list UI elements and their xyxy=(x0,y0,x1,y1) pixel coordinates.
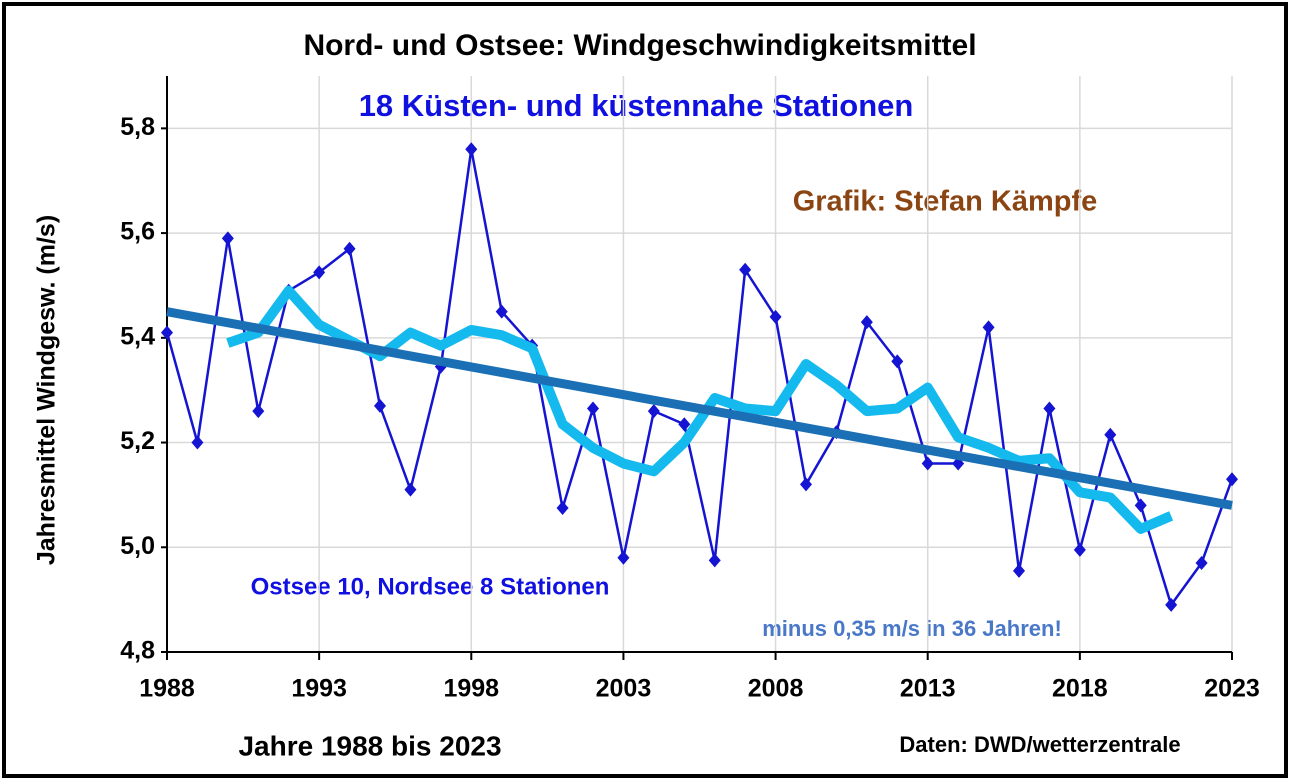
data-line xyxy=(165,148,1234,607)
x-tick-label: 2008 xyxy=(748,675,804,703)
x-tick-label: 2003 xyxy=(596,675,652,703)
x-axis-label: Jahre 1988 bis 2023 xyxy=(238,730,501,761)
marker xyxy=(587,401,599,416)
x-tick-label: 1993 xyxy=(291,675,347,703)
marker xyxy=(982,320,995,335)
y-tick-label: 5,6 xyxy=(120,218,155,246)
marker xyxy=(800,477,812,492)
marker xyxy=(647,404,660,419)
marker xyxy=(1195,555,1208,570)
marker xyxy=(161,325,173,340)
annotation: minus 0,35 m/s in 36 Jahren! xyxy=(762,616,1062,641)
marker xyxy=(708,553,721,568)
y-tick-label: 5,0 xyxy=(120,532,155,560)
marker xyxy=(404,482,417,497)
marker xyxy=(465,142,478,157)
marker xyxy=(191,435,204,450)
marker xyxy=(617,550,630,565)
marker xyxy=(313,265,326,280)
annotation: Grafik: Stefan Kämpfe xyxy=(793,186,1098,218)
marker xyxy=(739,262,752,277)
trend-line xyxy=(166,307,1233,510)
marker xyxy=(891,354,904,369)
marker xyxy=(1226,472,1238,487)
marker xyxy=(921,456,934,471)
marker xyxy=(1134,498,1147,513)
marker xyxy=(1043,401,1056,416)
marker xyxy=(1165,597,1178,612)
marker xyxy=(1013,563,1025,578)
x-tick-label: 2013 xyxy=(900,675,956,703)
y-tick-label: 5,2 xyxy=(120,427,155,455)
marker xyxy=(495,304,508,319)
marker xyxy=(556,501,569,515)
marker xyxy=(1104,427,1117,442)
y-tick-label: 4,8 xyxy=(120,637,155,665)
y-tick-label: 5,4 xyxy=(120,322,155,350)
marker xyxy=(343,241,356,256)
marker xyxy=(374,398,386,413)
y-tick-label: 5,8 xyxy=(120,113,155,141)
subtitle: 18 Küsten- und küstennahe Stationen xyxy=(359,88,914,123)
source: Daten: DWD/wetterzentrale xyxy=(899,732,1180,757)
marker xyxy=(252,404,265,419)
y-axis-label: Jahresmittel Windgesw. (m/s) xyxy=(33,215,61,565)
marker xyxy=(1073,542,1086,557)
x-tick-label: 1988 xyxy=(139,675,195,703)
annotation: Ostsee 10, Nordsee 8 Stationen xyxy=(251,573,610,600)
marker xyxy=(769,309,782,324)
marker xyxy=(678,417,691,432)
marker xyxy=(221,231,234,246)
x-tick-label: 2023 xyxy=(1204,675,1260,703)
x-tick-label: 2018 xyxy=(1052,675,1108,703)
marker xyxy=(860,315,873,330)
chart-title: Nord- und Ostsee: Windgeschwindigkeitsmi… xyxy=(303,29,976,62)
x-tick-label: 1998 xyxy=(443,675,499,703)
